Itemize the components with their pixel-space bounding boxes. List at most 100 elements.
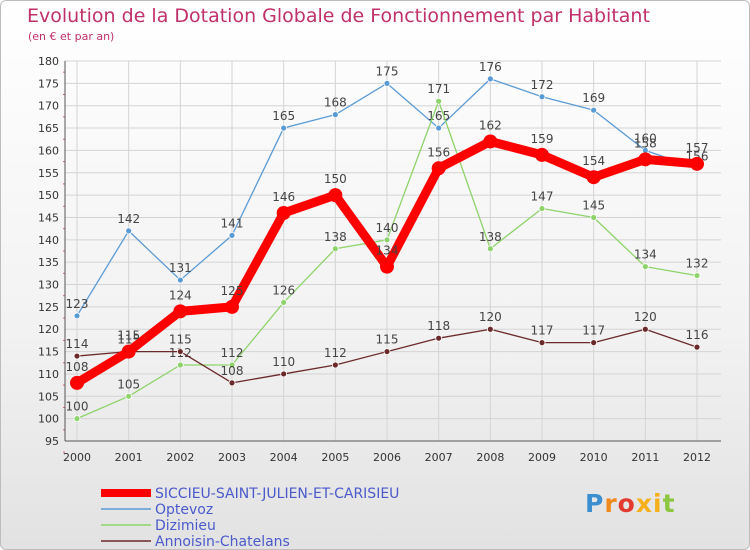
x-tick-label: 2000 xyxy=(63,451,91,464)
data-label: 108 xyxy=(66,360,89,374)
y-tick-label: 160 xyxy=(38,144,59,157)
data-point xyxy=(535,147,549,162)
y-tick-label: 170 xyxy=(38,100,59,113)
y-tick-label: 115 xyxy=(38,346,59,359)
legend-label: SICCIEU-SAINT-JULIEN-ET-CARISIEU xyxy=(155,486,399,502)
x-tick-label: 2008 xyxy=(476,451,504,464)
x-tick-label: 2004 xyxy=(270,451,298,464)
y-tick-label: 110 xyxy=(38,368,59,381)
data-point xyxy=(435,124,443,132)
y-tick-label: 125 xyxy=(38,301,59,314)
data-label: 124 xyxy=(169,288,192,302)
data-point xyxy=(690,156,704,171)
x-tick-label: 2010 xyxy=(580,451,608,464)
data-label: 114 xyxy=(66,337,89,351)
data-label: 115 xyxy=(169,333,192,347)
data-point xyxy=(380,259,394,274)
x-tick-label: 2009 xyxy=(528,451,556,464)
data-label: 134 xyxy=(634,248,657,262)
data-point xyxy=(486,325,494,333)
data-label: 110 xyxy=(272,355,295,369)
data-point xyxy=(173,304,188,319)
data-point xyxy=(276,206,291,220)
data-point xyxy=(225,299,239,314)
data-point xyxy=(641,325,649,333)
data-point xyxy=(586,170,601,185)
data-point xyxy=(121,344,136,359)
data-label: 117 xyxy=(582,324,605,338)
data-label: 125 xyxy=(221,284,244,298)
data-label: 168 xyxy=(324,96,347,110)
y-tick-label: 165 xyxy=(38,122,59,135)
data-label: 140 xyxy=(376,221,399,235)
data-point xyxy=(638,152,653,167)
data-point xyxy=(590,339,598,347)
data-label: 145 xyxy=(582,198,605,212)
data-label: 105 xyxy=(117,377,140,391)
chart-title: Evolution de la Dotation Globale de Fonc… xyxy=(27,5,650,27)
data-point xyxy=(383,79,391,87)
x-tick-label: 2012 xyxy=(683,451,711,464)
data-point xyxy=(228,361,236,369)
legend-label: Annoisin-Chatelans xyxy=(155,534,290,550)
y-tick-label: 105 xyxy=(38,390,59,403)
data-label: 112 xyxy=(324,346,347,360)
data-label: 126 xyxy=(272,283,295,297)
data-label: 123 xyxy=(66,297,89,311)
data-label: 147 xyxy=(531,190,554,204)
x-tick-label: 2006 xyxy=(373,451,401,464)
data-label: 112 xyxy=(221,346,244,360)
y-tick-label: 140 xyxy=(38,234,59,247)
y-tick-label: 135 xyxy=(38,256,59,269)
data-label: 162 xyxy=(479,118,502,132)
data-point xyxy=(431,161,446,176)
y-tick-label: 180 xyxy=(38,55,59,68)
data-point xyxy=(73,415,81,423)
data-label: 157 xyxy=(686,141,709,155)
data-label: 169 xyxy=(582,91,605,105)
data-label: 165 xyxy=(427,109,450,123)
data-point xyxy=(590,106,598,114)
legend-label: Dizimieu xyxy=(155,518,216,534)
data-label: 120 xyxy=(634,310,657,324)
data-label: 138 xyxy=(324,230,347,244)
x-tick-label: 2011 xyxy=(631,451,659,464)
data-point xyxy=(280,299,288,306)
data-label: 175 xyxy=(376,64,399,78)
data-point xyxy=(538,205,546,212)
data-point xyxy=(435,97,443,105)
data-label: 118 xyxy=(427,319,450,333)
data-label: 116 xyxy=(686,328,709,342)
y-tick-label: 130 xyxy=(38,279,59,292)
data-label: 115 xyxy=(376,333,399,347)
data-label: 120 xyxy=(479,310,502,324)
legend-label: Optevoz xyxy=(155,502,213,518)
x-tick-label: 2005 xyxy=(321,451,349,464)
data-label: 141 xyxy=(221,216,244,230)
data-label: 132 xyxy=(686,257,709,271)
proxiti-logo: Proxit xyxy=(585,489,676,518)
data-label: 146 xyxy=(272,190,295,204)
y-tick-label: 95 xyxy=(45,435,59,448)
y-tick-label: 150 xyxy=(38,189,59,202)
y-tick-label: 175 xyxy=(38,77,59,90)
data-label: 131 xyxy=(169,261,192,275)
data-label: 100 xyxy=(66,400,89,414)
y-tick-label: 120 xyxy=(38,323,59,336)
data-point xyxy=(331,245,339,253)
y-tick-label: 100 xyxy=(38,413,59,426)
data-point xyxy=(693,343,701,351)
data-point xyxy=(328,188,343,203)
data-label: 176 xyxy=(479,60,502,74)
data-point xyxy=(73,312,81,320)
data-point xyxy=(280,124,288,132)
data-point xyxy=(228,379,236,387)
data-label: 108 xyxy=(221,364,244,378)
data-label: 156 xyxy=(427,145,450,159)
data-point xyxy=(228,231,236,239)
y-tick-label: 145 xyxy=(38,211,59,224)
data-label: 158 xyxy=(634,136,657,150)
data-label: 138 xyxy=(479,230,502,244)
